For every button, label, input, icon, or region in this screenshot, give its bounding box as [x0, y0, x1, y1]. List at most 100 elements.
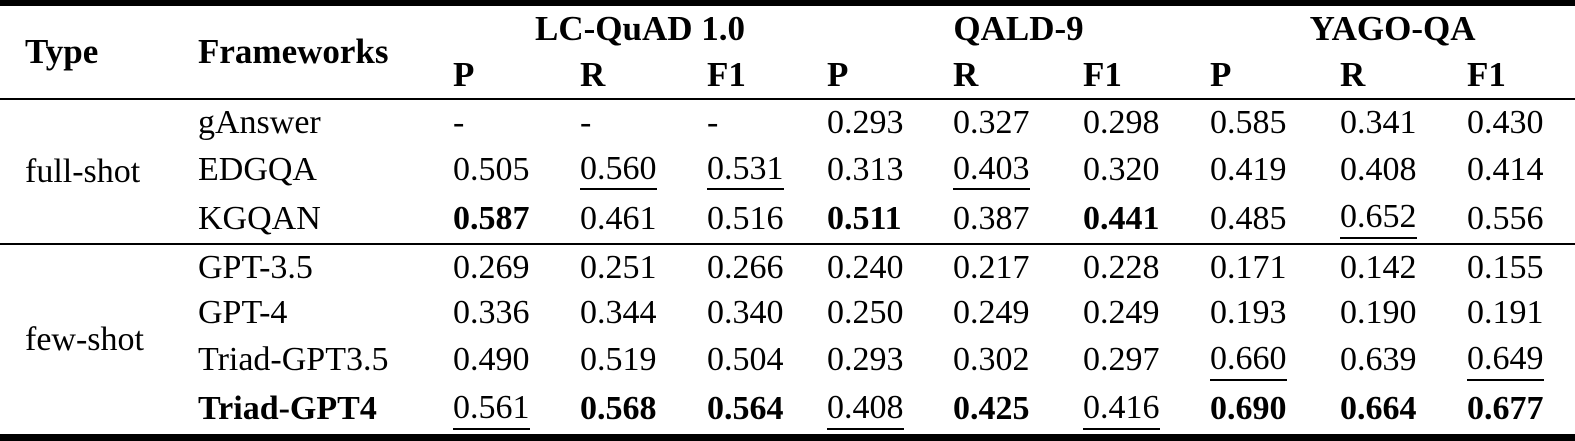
metric-value: 0.403 — [953, 150, 1030, 191]
metric-value: 0.430 — [1467, 103, 1544, 141]
value-cell: 0.313 — [827, 146, 953, 195]
metric-value: 0.519 — [580, 341, 657, 379]
metric-value: 0.419 — [1210, 150, 1287, 188]
value-cell: 0.505 — [453, 146, 580, 195]
metric-value: 0.251 — [580, 248, 657, 286]
metric-value: 0.585 — [1210, 103, 1287, 141]
value-cell: 0.293 — [827, 336, 953, 385]
group-header-lc-quad: LC-QuAD 1.0 — [535, 9, 746, 48]
framework-cell: Triad-GPT4 — [198, 390, 377, 428]
table-row: EDGQA 0.505 0.560 0.531 0.313 0.403 0.320 0.419… — [0, 146, 1575, 195]
value-cell: 0.217 — [953, 243, 1084, 291]
metric-value: 0.564 — [707, 390, 784, 428]
value-cell: 0.408 — [827, 385, 953, 438]
metric-value: 0.298 — [1083, 103, 1160, 141]
value-cell: 0.269 — [453, 243, 580, 291]
metric-value: - — [453, 103, 465, 141]
metric-value: 0.217 — [953, 248, 1030, 286]
value-cell: 0.344 — [580, 291, 707, 336]
value-cell: 0.193 — [1210, 291, 1340, 336]
value-cell: 0.266 — [707, 243, 828, 291]
metric-value: 0.297 — [1083, 341, 1160, 379]
value-cell: 0.664 — [1340, 385, 1467, 438]
metric-value: 0.587 — [453, 199, 530, 237]
value-cell: 0.652 — [1340, 194, 1467, 244]
value-cell: 0.430 — [1467, 99, 1575, 146]
metric-value: 0.293 — [827, 103, 904, 141]
table-header: Type Frameworks LC-QuAD 1.0 QALD-9 YAGO-… — [0, 3, 1575, 100]
metric-value: 0.266 — [707, 248, 784, 286]
metric-value: 0.531 — [707, 150, 784, 191]
value-cell: 0.649 — [1467, 336, 1575, 385]
value-cell: 0.585 — [1210, 99, 1340, 146]
value-cell: 0.519 — [580, 336, 707, 385]
metric-value: 0.155 — [1467, 248, 1544, 286]
value-cell: 0.298 — [1083, 99, 1210, 146]
metric-header: F1 — [1467, 52, 1575, 100]
metric-value: 0.408 — [1340, 150, 1417, 188]
metric-value: 0.320 — [1083, 150, 1160, 188]
value-cell: 0.511 — [827, 194, 953, 244]
metric-value: 0.327 — [953, 103, 1030, 141]
value-cell: 0.587 — [453, 194, 580, 244]
value-cell: 0.251 — [580, 243, 707, 291]
metric-value: 0.249 — [1083, 294, 1160, 332]
value-cell: 0.531 — [707, 146, 827, 195]
metric-value: 0.269 — [453, 248, 530, 286]
metric-value: 0.336 — [453, 294, 530, 332]
metric-value: 0.561 — [453, 390, 530, 430]
metric-value: 0.649 — [1467, 341, 1544, 381]
metric-value: 0.504 — [707, 341, 784, 379]
framework-cell: KGQAN — [198, 199, 321, 237]
value-cell: 0.250 — [827, 291, 953, 336]
metric-value: 0.142 — [1340, 248, 1417, 286]
metric-value: 0.461 — [580, 199, 657, 237]
table-row: few-shot GPT-3.5 0.269 0.251 0.266 0.240 0.217… — [0, 243, 1575, 438]
metric-value: 0.408 — [827, 390, 904, 430]
table-body: full-shot gAnswer - - - 0.293 0.327 0.298 0.585 0… — [0, 99, 1575, 438]
type-cell: full-shot — [25, 152, 141, 190]
metric-value: 0.190 — [1340, 294, 1417, 332]
value-cell: 0.660 — [1210, 336, 1340, 385]
metric-value: 0.313 — [827, 150, 904, 188]
metric-value: 0.387 — [953, 199, 1030, 237]
metric-value: 0.568 — [580, 390, 657, 428]
value-cell: 0.340 — [707, 291, 827, 336]
metric-value: 0.485 — [1210, 199, 1287, 237]
column-header-frameworks: Frameworks — [163, 3, 453, 100]
table-row: full-shot gAnswer - - - 0.293 0.327 0.298 0.585 0… — [0, 99, 1575, 190]
value-cell: 0.302 — [953, 336, 1083, 385]
framework-cell: EDGQA — [198, 150, 317, 188]
metric-header: P — [1210, 52, 1341, 100]
value-cell: - — [453, 99, 580, 146]
metric-value: 0.416 — [1083, 390, 1160, 430]
group-header-qald-9: QALD-9 — [953, 9, 1084, 48]
metric-value: 0.193 — [1210, 294, 1287, 332]
value-cell: 0.155 — [1467, 243, 1575, 291]
value-cell: 0.561 — [453, 385, 580, 438]
value-cell: 0.564 — [707, 385, 827, 438]
value-cell: 0.297 — [1083, 336, 1210, 385]
metric-value: 0.490 — [453, 341, 530, 379]
value-cell: 0.228 — [1083, 243, 1211, 291]
metric-header-row: P R F1 P R F1 P R F1 — [0, 52, 1575, 100]
value-cell: 0.341 — [1340, 99, 1467, 146]
value-cell: 0.408 — [1340, 146, 1467, 195]
value-cell: 0.419 — [1210, 146, 1340, 195]
metric-value: 0.690 — [1210, 390, 1287, 428]
metric-header: F1 — [1083, 52, 1211, 100]
metric-value: 0.249 — [953, 294, 1030, 332]
metric-value: - — [580, 103, 592, 141]
metric-header: R — [580, 52, 707, 100]
metric-value: 0.293 — [827, 341, 904, 379]
metric-value: - — [707, 103, 719, 141]
metric-value: 0.505 — [453, 150, 530, 188]
metric-header: P — [453, 52, 580, 100]
metric-header: R — [953, 52, 1084, 100]
framework-cell: Triad-GPT3.5 — [198, 341, 389, 379]
metric-header: R — [1340, 52, 1468, 100]
value-cell: 0.240 — [827, 243, 954, 291]
metric-value: 0.560 — [580, 150, 657, 191]
metric-value: 0.511 — [827, 199, 902, 237]
metric-header: F1 — [707, 52, 828, 100]
